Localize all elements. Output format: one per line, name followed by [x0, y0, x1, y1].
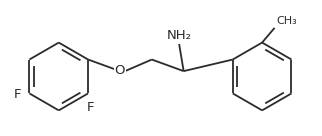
- Text: F: F: [14, 88, 22, 101]
- Text: O: O: [115, 64, 125, 77]
- Text: NH₂: NH₂: [167, 29, 192, 42]
- Text: F: F: [87, 101, 94, 114]
- Text: CH₃: CH₃: [277, 16, 298, 26]
